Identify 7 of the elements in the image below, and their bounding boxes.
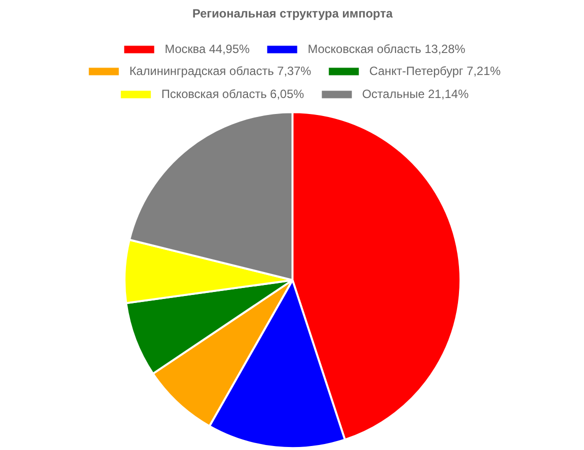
legend-label: Московская область 13,28% [308,42,466,56]
legend-label: Москва 44,95% [164,42,250,56]
legend-label: Псковская область 6,05% [161,87,304,101]
chart-title: Региональная структура импорта [192,6,393,20]
legend-label: Санкт-Петербург 7,21% [369,64,501,78]
legend-label: Калининградская область 7,37% [129,64,312,78]
legend-label: Остальные 21,14% [362,87,469,101]
